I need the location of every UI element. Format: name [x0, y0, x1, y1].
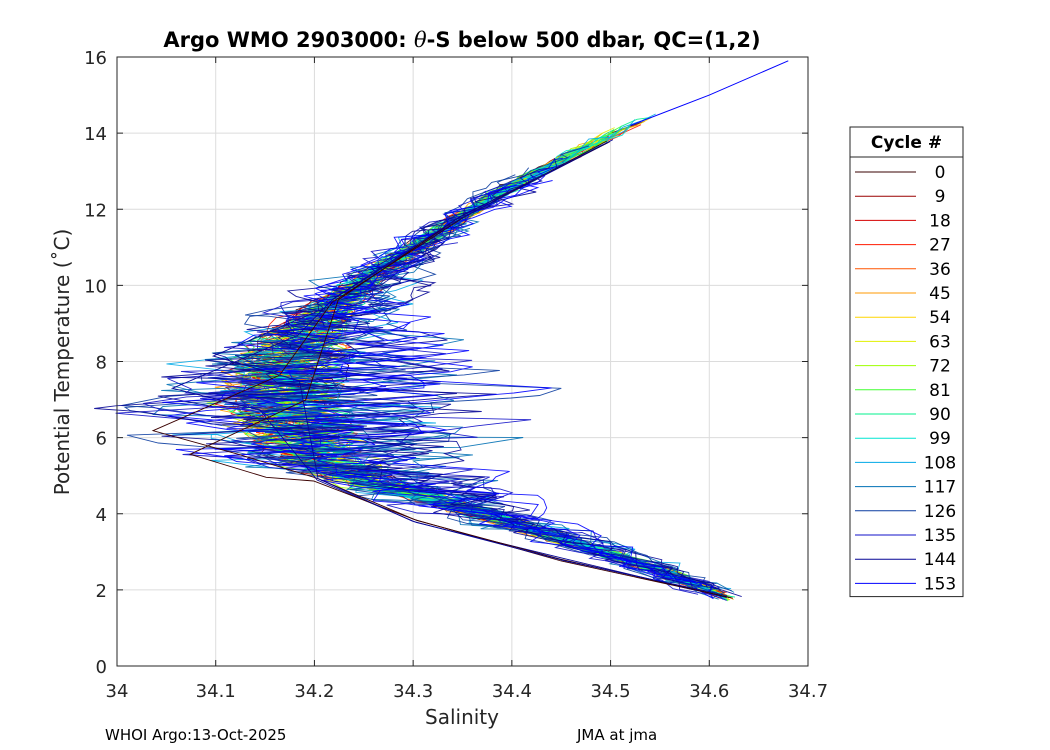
- x-tick-label: 34.3: [393, 681, 433, 702]
- legend-entry-label: 27: [929, 236, 951, 256]
- x-tick-label: 34.4: [492, 681, 532, 702]
- legend-title: Cycle #: [871, 133, 942, 153]
- series-line: [201, 157, 706, 592]
- series-line: [167, 167, 715, 599]
- x-tick-label: 34.6: [689, 681, 729, 702]
- series-line: [143, 237, 699, 595]
- footer-agency: JMA at jma: [577, 726, 658, 744]
- y-tick-label: 2: [96, 581, 107, 602]
- footer-source: WHOI Argo:13-Oct-2025: [105, 726, 287, 744]
- y-tick-label: 6: [96, 429, 107, 450]
- legend-entry-label: 72: [929, 357, 951, 377]
- legend-entry-label: 36: [929, 260, 951, 280]
- x-axis-label: Salinity: [425, 705, 499, 729]
- y-tick-label: 16: [84, 48, 107, 69]
- series-line: [224, 182, 704, 588]
- legend-entry-label: 144: [924, 550, 956, 570]
- y-tick-label: 12: [84, 200, 107, 221]
- chart-title: Argo WMO 2903000: θ-S below 500 dbar, QC…: [163, 28, 760, 52]
- legend-entry-label: 108: [924, 453, 956, 473]
- series-group: [94, 60, 789, 602]
- chart-title-suffix: -S below 500 dbar, QC=(1,2): [427, 28, 761, 52]
- legend: Cycle # 0 9 18 27 36 45 54 63 72 81 90 99 108 117 126 13…: [849, 126, 964, 598]
- chart-title-prefix: Argo WMO 2903000:: [163, 28, 414, 52]
- y-tick-label: 4: [96, 505, 107, 526]
- legend-entry-label: 90: [929, 405, 951, 425]
- legend-entry-label: 153: [924, 574, 956, 594]
- x-tick-label: 34: [106, 681, 129, 702]
- legend-entry-label: 0: [935, 163, 946, 183]
- legend-entry-label: 9: [935, 187, 946, 207]
- axes: [116, 56, 809, 667]
- legend-entry-label: 81: [929, 381, 951, 401]
- legend-entry-label: 18: [929, 211, 951, 231]
- series-line-tail: [630, 60, 789, 126]
- tick-labels: 34 34.1 34.2 34.3 34.4 34.5 34.6 34.7 0 2 4 6 8 10 12 1…: [84, 48, 828, 702]
- legend-entry-label: 63: [929, 332, 951, 352]
- x-tick-label: 34.1: [196, 681, 236, 702]
- series-line-outlier: [188, 142, 728, 598]
- y-tick-label: 8: [96, 353, 107, 374]
- legend-entry-label: 126: [924, 502, 956, 522]
- x-tick-label: 34.7: [788, 681, 828, 702]
- chart-title-theta: θ: [414, 28, 427, 52]
- series-line-outlier: [211, 139, 727, 597]
- series-line: [214, 180, 695, 591]
- legend-box: [849, 126, 964, 598]
- y-tick-label: 0: [96, 657, 107, 678]
- y-tick-label: 14: [84, 124, 107, 145]
- y-axis-label: Potential Temperature (˚C): [50, 229, 74, 496]
- legend-entry-label: 117: [924, 478, 956, 498]
- legend-entry-label: 99: [929, 429, 951, 449]
- legend-entry-label: 45: [929, 284, 951, 304]
- series-line: [204, 155, 735, 593]
- y-tick-label: 10: [84, 276, 107, 297]
- x-tick-label: 34.5: [591, 681, 631, 702]
- legend-entry-label: 54: [929, 308, 951, 328]
- legend-entry-label: 135: [924, 526, 956, 546]
- x-tick-label: 34.2: [294, 681, 334, 702]
